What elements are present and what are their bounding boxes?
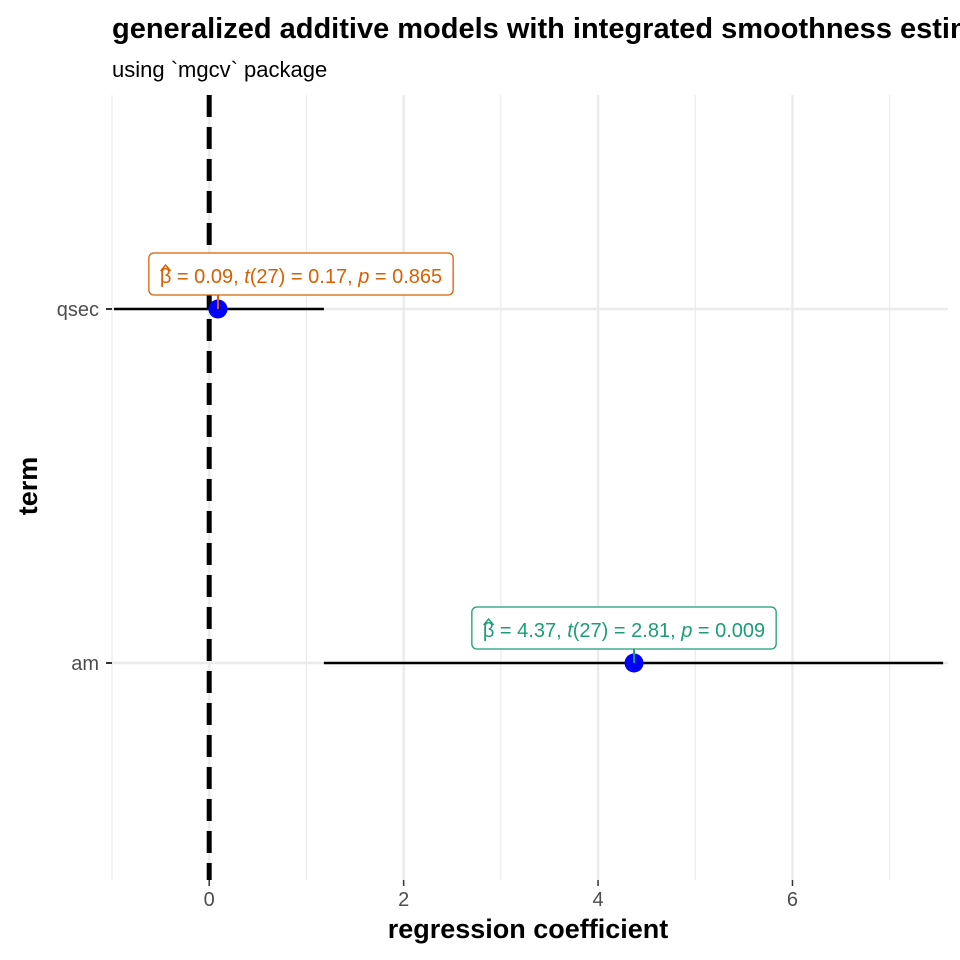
t-symbol: t: [567, 620, 574, 642]
x-tick-label: 2: [398, 889, 409, 911]
estimate-label-box: [471, 606, 777, 650]
x-axis: 0 2 4 6: [204, 880, 798, 911]
y-axis-title: term: [13, 457, 43, 516]
x-axis-title: regression coefficient: [388, 914, 669, 944]
x-tick-label: 6: [787, 889, 798, 911]
beta-symbol: β: [483, 620, 495, 642]
estimate-label-text: β = 0.09, t(27) = 0.17, p = 0.865: [160, 266, 442, 288]
chart-subtitle: using `mgcv` package: [112, 57, 327, 82]
p-symbol: p: [357, 266, 369, 288]
beta-value: = 4.37,: [494, 620, 567, 642]
estimate-label-box: [148, 252, 454, 296]
y-axis: qsec am: [57, 299, 112, 675]
y-tick-label: am: [71, 653, 99, 675]
t-df: (27): [250, 266, 286, 288]
p-symbol: p: [680, 620, 692, 642]
estimate-label-qsec: β = 0.09, t(27) = 0.17, p = 0.865: [148, 252, 454, 309]
p-value: = 0.865: [369, 266, 442, 288]
t-value: = 2.81,: [608, 620, 681, 642]
p-value: = 0.009: [692, 620, 765, 642]
estimate-label-text: β = 4.37, t(27) = 2.81, p = 0.009: [483, 620, 765, 642]
estimate-label-am: β = 4.37, t(27) = 2.81, p = 0.009: [471, 606, 777, 663]
t-value: = 0.17,: [285, 266, 358, 288]
beta-value: = 0.09,: [171, 266, 244, 288]
beta-symbol: β: [160, 266, 172, 288]
x-tick-label: 4: [592, 889, 603, 911]
beta-hat-icon: [483, 617, 495, 626]
t-symbol: t: [244, 266, 251, 288]
x-tick-label: 0: [204, 889, 215, 911]
t-df: (27): [573, 620, 609, 642]
beta-hat-icon: [160, 263, 172, 272]
chart-title: generalized additive models with integra…: [112, 13, 960, 45]
grid: [111, 95, 948, 880]
y-tick-label: qsec: [57, 299, 99, 321]
